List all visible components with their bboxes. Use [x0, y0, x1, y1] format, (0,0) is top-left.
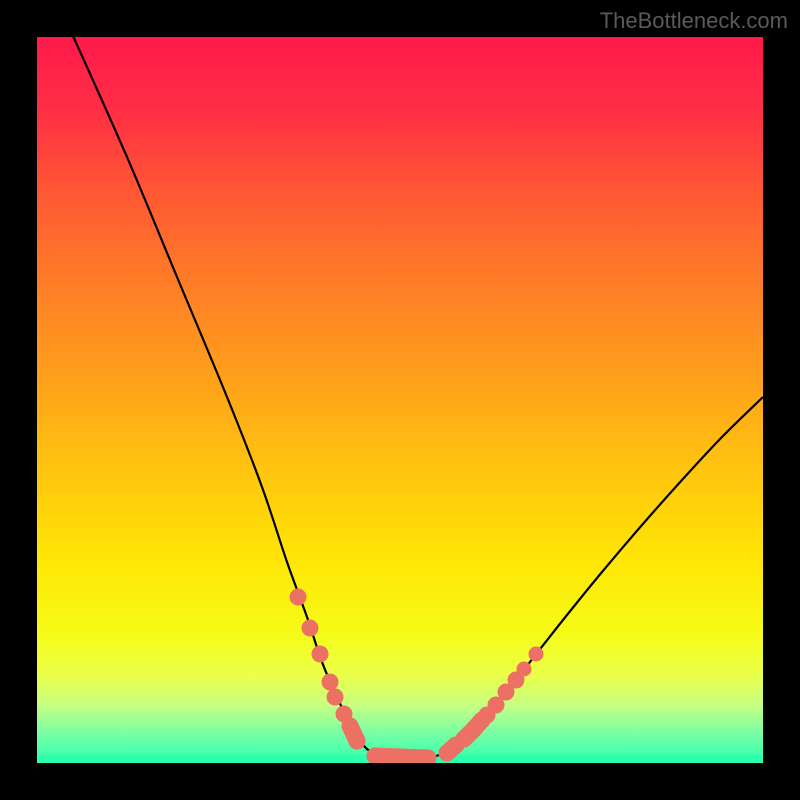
chart-container: TheBottleneck.com: [0, 0, 800, 800]
left-dot-4: [327, 689, 344, 706]
left-dot-2: [312, 646, 329, 663]
left-dot-3: [322, 674, 339, 691]
gradient-background: [37, 37, 763, 763]
plot-area: [37, 37, 763, 763]
left-dot-0: [290, 589, 307, 606]
right-upper-dot-0: [517, 662, 532, 677]
right-upper-dot-1: [529, 647, 544, 662]
plot-svg: [37, 37, 763, 763]
left-dot-1: [302, 620, 319, 637]
watermark-text: TheBottleneck.com: [600, 8, 788, 34]
bottom-pill: [367, 748, 437, 764]
